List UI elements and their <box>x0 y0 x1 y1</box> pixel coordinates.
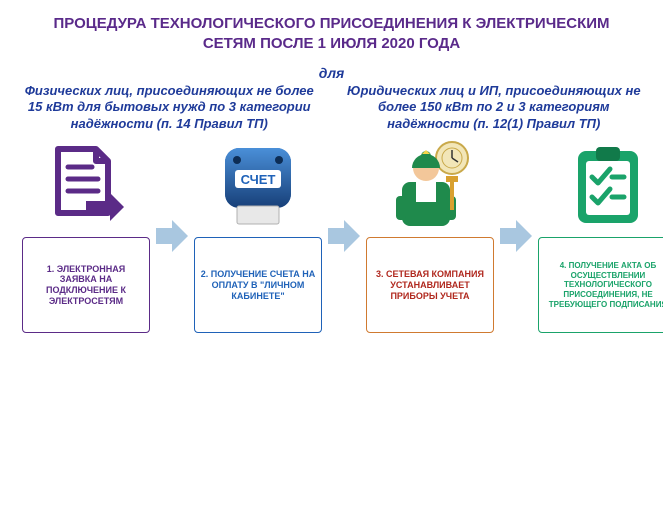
title-line2: СЕТЯМ ПОСЛЕ 1 ИЮЛЯ 2020 ГОДА <box>18 34 645 54</box>
step-2-card: 2. ПОЛУЧЕНИЕ СЧЕТА НА ОПЛАТУ В "ЛИЧНОМ К… <box>194 237 322 333</box>
flow-row: 1. ЭЛЕКТРОННАЯ ЗАЯВКА НА ПОДКЛЮЧЕНИЕ К Э… <box>0 133 663 333</box>
step-1-card: 1. ЭЛЕКТРОННАЯ ЗАЯВКА НА ПОДКЛЮЧЕНИЕ К Э… <box>22 237 150 333</box>
step-2: СЧЕТ 2. ПОЛУЧЕНИЕ СЧЕТА НА ОПЛАТУ В "ЛИЧ… <box>194 139 322 333</box>
technician-icon <box>386 139 474 231</box>
step-4: 4. ПОЛУЧЕНИЕ АКТА ОБ ОСУЩЕСТВЛЕНИИ ТЕХНО… <box>538 139 663 333</box>
invoice-label: СЧЕТ <box>241 172 276 187</box>
arrow-1 <box>154 218 190 254</box>
invoice-icon: СЧЕТ <box>215 139 301 231</box>
for-label: для <box>0 65 663 81</box>
step-3: 3. СЕТЕВАЯ КОМПАНИЯ УСТАНАВЛИВАЕТ ПРИБОР… <box>366 139 494 333</box>
arrow-2 <box>326 218 362 254</box>
clipboard-icon <box>570 139 646 231</box>
arrow-3 <box>498 218 534 254</box>
title-line1: ПРОЦЕДУРА ТЕХНОЛОГИЧЕСКОГО ПРИСОЕДИНЕНИЯ… <box>18 14 645 34</box>
page-title: ПРОЦЕДУРА ТЕХНОЛОГИЧЕСКОГО ПРИСОЕДИНЕНИЯ… <box>0 0 663 59</box>
document-icon <box>46 139 126 231</box>
step-1: 1. ЭЛЕКТРОННАЯ ЗАЯВКА НА ПОДКЛЮЧЕНИЕ К Э… <box>22 139 150 333</box>
audience-right: Юридических лиц и ИП, присоединяющих не … <box>347 83 642 134</box>
step-4-card: 4. ПОЛУЧЕНИЕ АКТА ОБ ОСУЩЕСТВЛЕНИИ ТЕХНО… <box>538 237 663 333</box>
step-3-card: 3. СЕТЕВАЯ КОМПАНИЯ УСТАНАВЛИВАЕТ ПРИБОР… <box>366 237 494 333</box>
audience-left: Физических лиц, присоединяющих не более … <box>22 83 317 134</box>
audience-row: Физических лиц, присоединяющих не более … <box>0 83 663 134</box>
